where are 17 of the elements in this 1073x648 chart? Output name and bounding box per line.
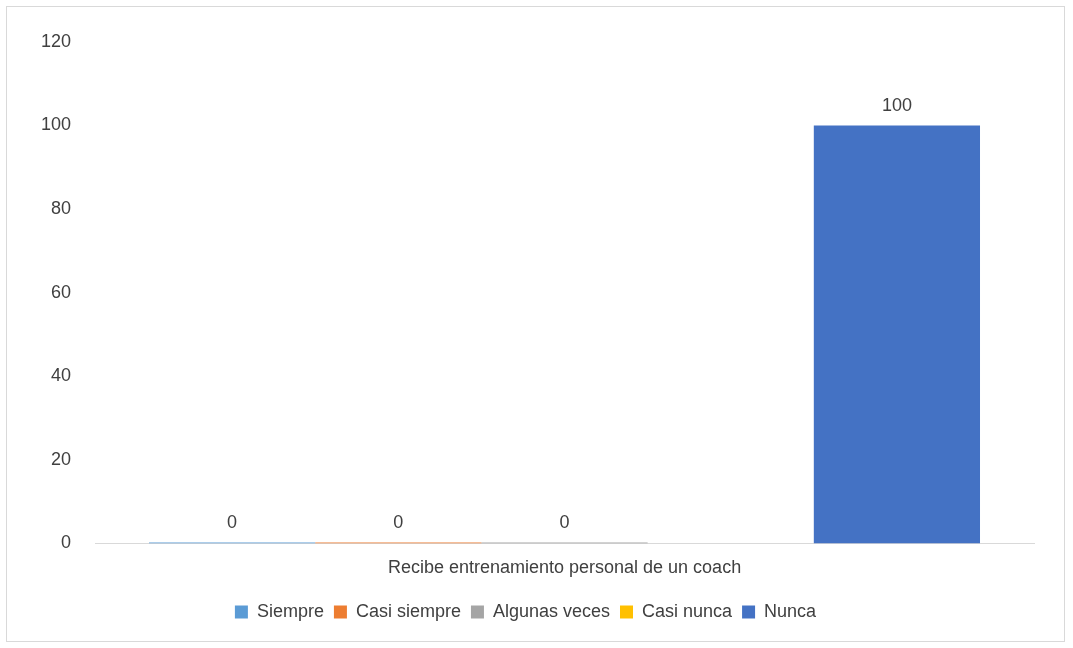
legend-label: Algunas veces bbox=[492, 600, 611, 621]
y-tick-label: 20 bbox=[51, 448, 72, 469]
data-label: 100 bbox=[881, 95, 912, 116]
data-label: 0 bbox=[559, 512, 570, 533]
legend-label: Casi nunca bbox=[642, 600, 734, 621]
legend-label: Nunca bbox=[764, 600, 818, 621]
y-tick-label: 0 bbox=[61, 532, 72, 553]
y-tick-label: 40 bbox=[51, 365, 72, 386]
legend-label: Siempre bbox=[256, 600, 324, 621]
legend-label: Casi siempre bbox=[355, 600, 461, 621]
y-tick-label: 60 bbox=[51, 281, 72, 302]
y-tick-label: 120 bbox=[40, 30, 72, 51]
y-tick-label: 80 bbox=[51, 197, 72, 218]
data-label: 0 bbox=[393, 512, 404, 533]
x-tick-label: Recibe entrenamiento personal de un coach bbox=[387, 557, 742, 578]
y-tick-label: 100 bbox=[40, 114, 72, 135]
data-label: 0 bbox=[227, 512, 238, 533]
